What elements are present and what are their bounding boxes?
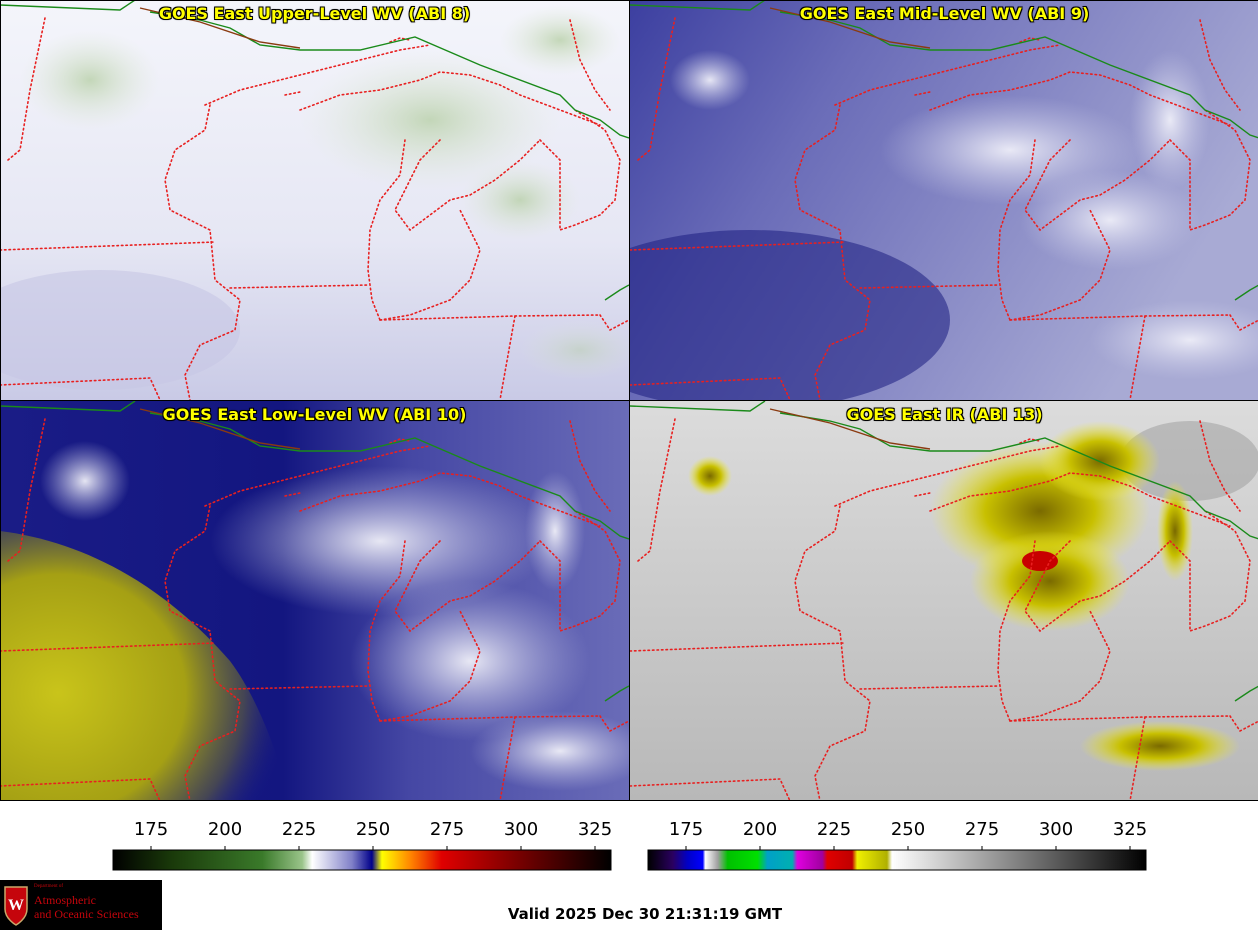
tick-label: 275 (429, 819, 465, 840)
low-level-wv-image (0, 401, 629, 801)
tick-label: 225 (281, 819, 317, 840)
tick-label: 250 (355, 819, 391, 840)
upper-level-wv-image (0, 0, 629, 400)
aos-logo: W Department of Atmospheric and Oceanic … (0, 880, 162, 930)
tick-label: 200 (742, 819, 778, 840)
tick-label: 175 (133, 819, 169, 840)
tick-label: 300 (1038, 819, 1074, 840)
colorbar-ir-gradient (647, 846, 1147, 871)
panel-divider-horizontal (0, 400, 1258, 401)
tick-label: 175 (668, 819, 704, 840)
colorbar-wv-gradient (112, 846, 612, 871)
panel-upper-level-wv: GOES East Upper-Level WV (ABI 8) (0, 0, 629, 400)
tick-label: 325 (577, 819, 613, 840)
panel-ir: GOES East IR (ABI 13) (630, 401, 1258, 801)
valid-time: Valid 2025 Dec 30 21:31:19 GMT (507, 905, 783, 923)
tick-label: 225 (816, 819, 852, 840)
tick-label: 250 (890, 819, 926, 840)
colorbar-ir: 175 200 225 250 275 300 325 (629, 815, 1258, 875)
logo-line-2: and Oceanic Sciences (34, 907, 139, 921)
uw-crest-icon: W (4, 886, 28, 926)
tick-label: 325 (1112, 819, 1148, 840)
ir-image (630, 401, 1258, 801)
seal-letter: W (8, 897, 24, 914)
panel-title: GOES East IR (ABI 13) (846, 405, 1043, 424)
panel-title: GOES East Low-Level WV (ABI 10) (162, 405, 467, 424)
logo-dept-text: Department of (34, 884, 64, 889)
tick-label: 200 (207, 819, 243, 840)
tick-label: 300 (503, 819, 539, 840)
logo-line-1: Atmospheric (34, 893, 96, 907)
mid-level-wv-image (630, 0, 1258, 400)
panel-title: GOES East Mid-Level WV (ABI 9) (799, 4, 1090, 23)
panel-mid-level-wv: GOES East Mid-Level WV (ABI 9) (630, 0, 1258, 400)
colorbar-wv: 175 200 225 250 275 300 325 (0, 815, 629, 875)
tick-label: 275 (964, 819, 1000, 840)
panel-title: GOES East Upper-Level WV (ABI 8) (158, 4, 471, 23)
panel-low-level-wv: GOES East Low-Level WV (ABI 10) (0, 401, 629, 801)
